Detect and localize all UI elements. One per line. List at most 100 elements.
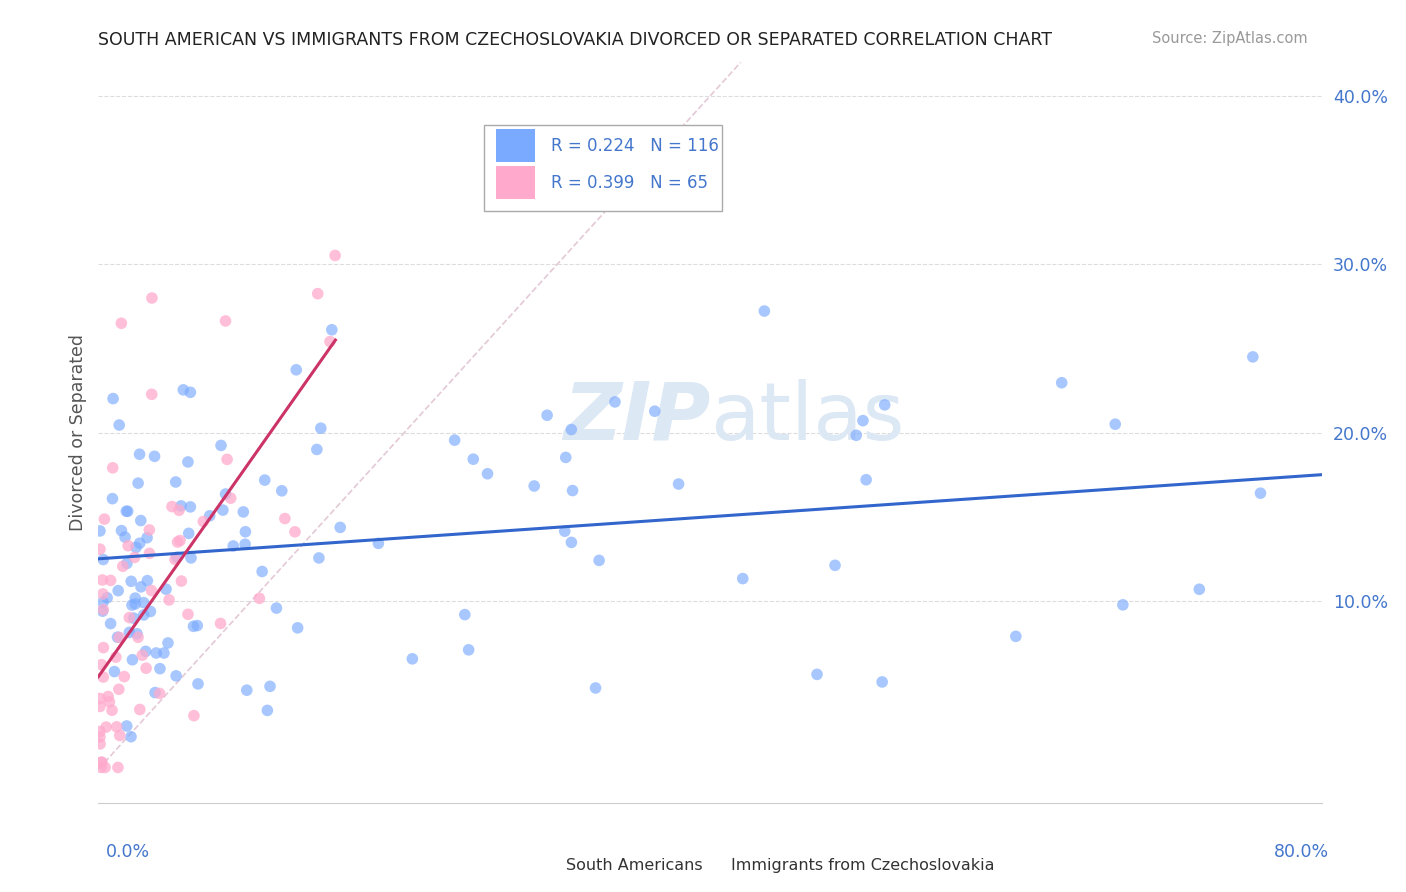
Point bbox=[98, 695, 121, 709]
Point bbox=[143, 685, 166, 699]
Point bbox=[100, 574, 122, 588]
Text: SOUTH AMERICAN VS IMMIGRANTS FROM CZECHOSLOVAKIA DIVORCED OR SEPARATED CORRELATI: SOUTH AMERICAN VS IMMIGRANTS FROM CZECHO… bbox=[98, 31, 1053, 49]
Point bbox=[170, 499, 193, 513]
Point bbox=[89, 542, 111, 557]
Point bbox=[855, 473, 877, 487]
Point bbox=[588, 553, 610, 567]
Point bbox=[108, 729, 131, 743]
Point bbox=[845, 428, 868, 442]
Point bbox=[155, 582, 177, 597]
Point bbox=[457, 643, 479, 657]
Point bbox=[120, 730, 142, 744]
Point bbox=[91, 552, 114, 566]
FancyBboxPatch shape bbox=[496, 166, 536, 200]
Point bbox=[186, 618, 208, 632]
Point bbox=[149, 662, 172, 676]
Point bbox=[873, 398, 896, 412]
Point bbox=[104, 650, 127, 665]
Point bbox=[118, 625, 141, 640]
Point bbox=[136, 574, 159, 588]
Point bbox=[222, 539, 245, 553]
Point bbox=[111, 559, 134, 574]
Point bbox=[1104, 417, 1126, 432]
Point bbox=[454, 607, 477, 622]
Y-axis label: Divorced or Separated: Divorced or Separated bbox=[69, 334, 87, 531]
Text: Source: ZipAtlas.com: Source: ZipAtlas.com bbox=[1152, 31, 1308, 46]
Point bbox=[89, 737, 111, 751]
Point bbox=[125, 541, 148, 555]
Point bbox=[560, 423, 582, 437]
Point bbox=[443, 433, 465, 447]
Point bbox=[172, 383, 194, 397]
Text: atlas: atlas bbox=[710, 379, 904, 457]
Point bbox=[121, 598, 143, 612]
Point bbox=[91, 573, 114, 587]
Point bbox=[107, 630, 129, 644]
Point bbox=[1241, 350, 1264, 364]
Point bbox=[169, 533, 191, 548]
Point bbox=[183, 708, 205, 723]
Point bbox=[91, 602, 114, 616]
Point bbox=[96, 720, 118, 734]
Point bbox=[193, 515, 215, 529]
Point bbox=[187, 677, 209, 691]
Point bbox=[94, 760, 117, 774]
Point bbox=[177, 455, 200, 469]
Point bbox=[308, 551, 330, 566]
Point bbox=[115, 557, 138, 571]
Point bbox=[319, 334, 342, 349]
Point bbox=[177, 607, 200, 622]
Point bbox=[287, 621, 309, 635]
Point bbox=[323, 248, 346, 262]
Point bbox=[157, 593, 180, 607]
Point bbox=[523, 479, 546, 493]
Point bbox=[115, 504, 138, 518]
Point bbox=[91, 595, 114, 609]
Point bbox=[141, 583, 163, 598]
Point bbox=[129, 514, 152, 528]
Point bbox=[108, 417, 131, 432]
Point bbox=[214, 314, 236, 328]
Point bbox=[806, 667, 828, 681]
Point bbox=[128, 447, 150, 461]
Point bbox=[219, 491, 242, 506]
Point bbox=[731, 572, 754, 586]
Point bbox=[163, 552, 186, 566]
Point bbox=[141, 387, 163, 401]
Point bbox=[89, 524, 111, 538]
Point bbox=[124, 597, 146, 611]
Point bbox=[179, 500, 201, 514]
Point bbox=[554, 450, 576, 465]
Point bbox=[149, 686, 172, 700]
Point bbox=[101, 491, 124, 506]
Point bbox=[128, 702, 150, 716]
Point bbox=[121, 653, 143, 667]
Point bbox=[209, 438, 232, 452]
Point bbox=[110, 524, 132, 538]
Text: R = 0.399   N = 65: R = 0.399 N = 65 bbox=[551, 174, 709, 192]
Point bbox=[1004, 629, 1026, 643]
Point bbox=[214, 487, 236, 501]
Text: South Americans: South Americans bbox=[565, 858, 703, 873]
Point bbox=[127, 476, 149, 491]
Point bbox=[198, 508, 221, 523]
Point bbox=[253, 473, 276, 487]
Point bbox=[536, 409, 558, 423]
Point bbox=[89, 691, 111, 706]
Point bbox=[232, 505, 254, 519]
Point bbox=[153, 646, 176, 660]
Point bbox=[132, 607, 155, 622]
Point bbox=[129, 580, 152, 594]
Point bbox=[179, 385, 201, 400]
Point bbox=[585, 681, 607, 695]
FancyBboxPatch shape bbox=[496, 129, 536, 162]
Point bbox=[143, 450, 166, 464]
Point bbox=[266, 601, 288, 615]
Point bbox=[463, 452, 485, 467]
Point bbox=[554, 524, 576, 539]
FancyBboxPatch shape bbox=[484, 126, 723, 211]
Point bbox=[668, 477, 690, 491]
Point bbox=[156, 636, 179, 650]
Point bbox=[96, 591, 118, 605]
Point bbox=[114, 530, 136, 544]
